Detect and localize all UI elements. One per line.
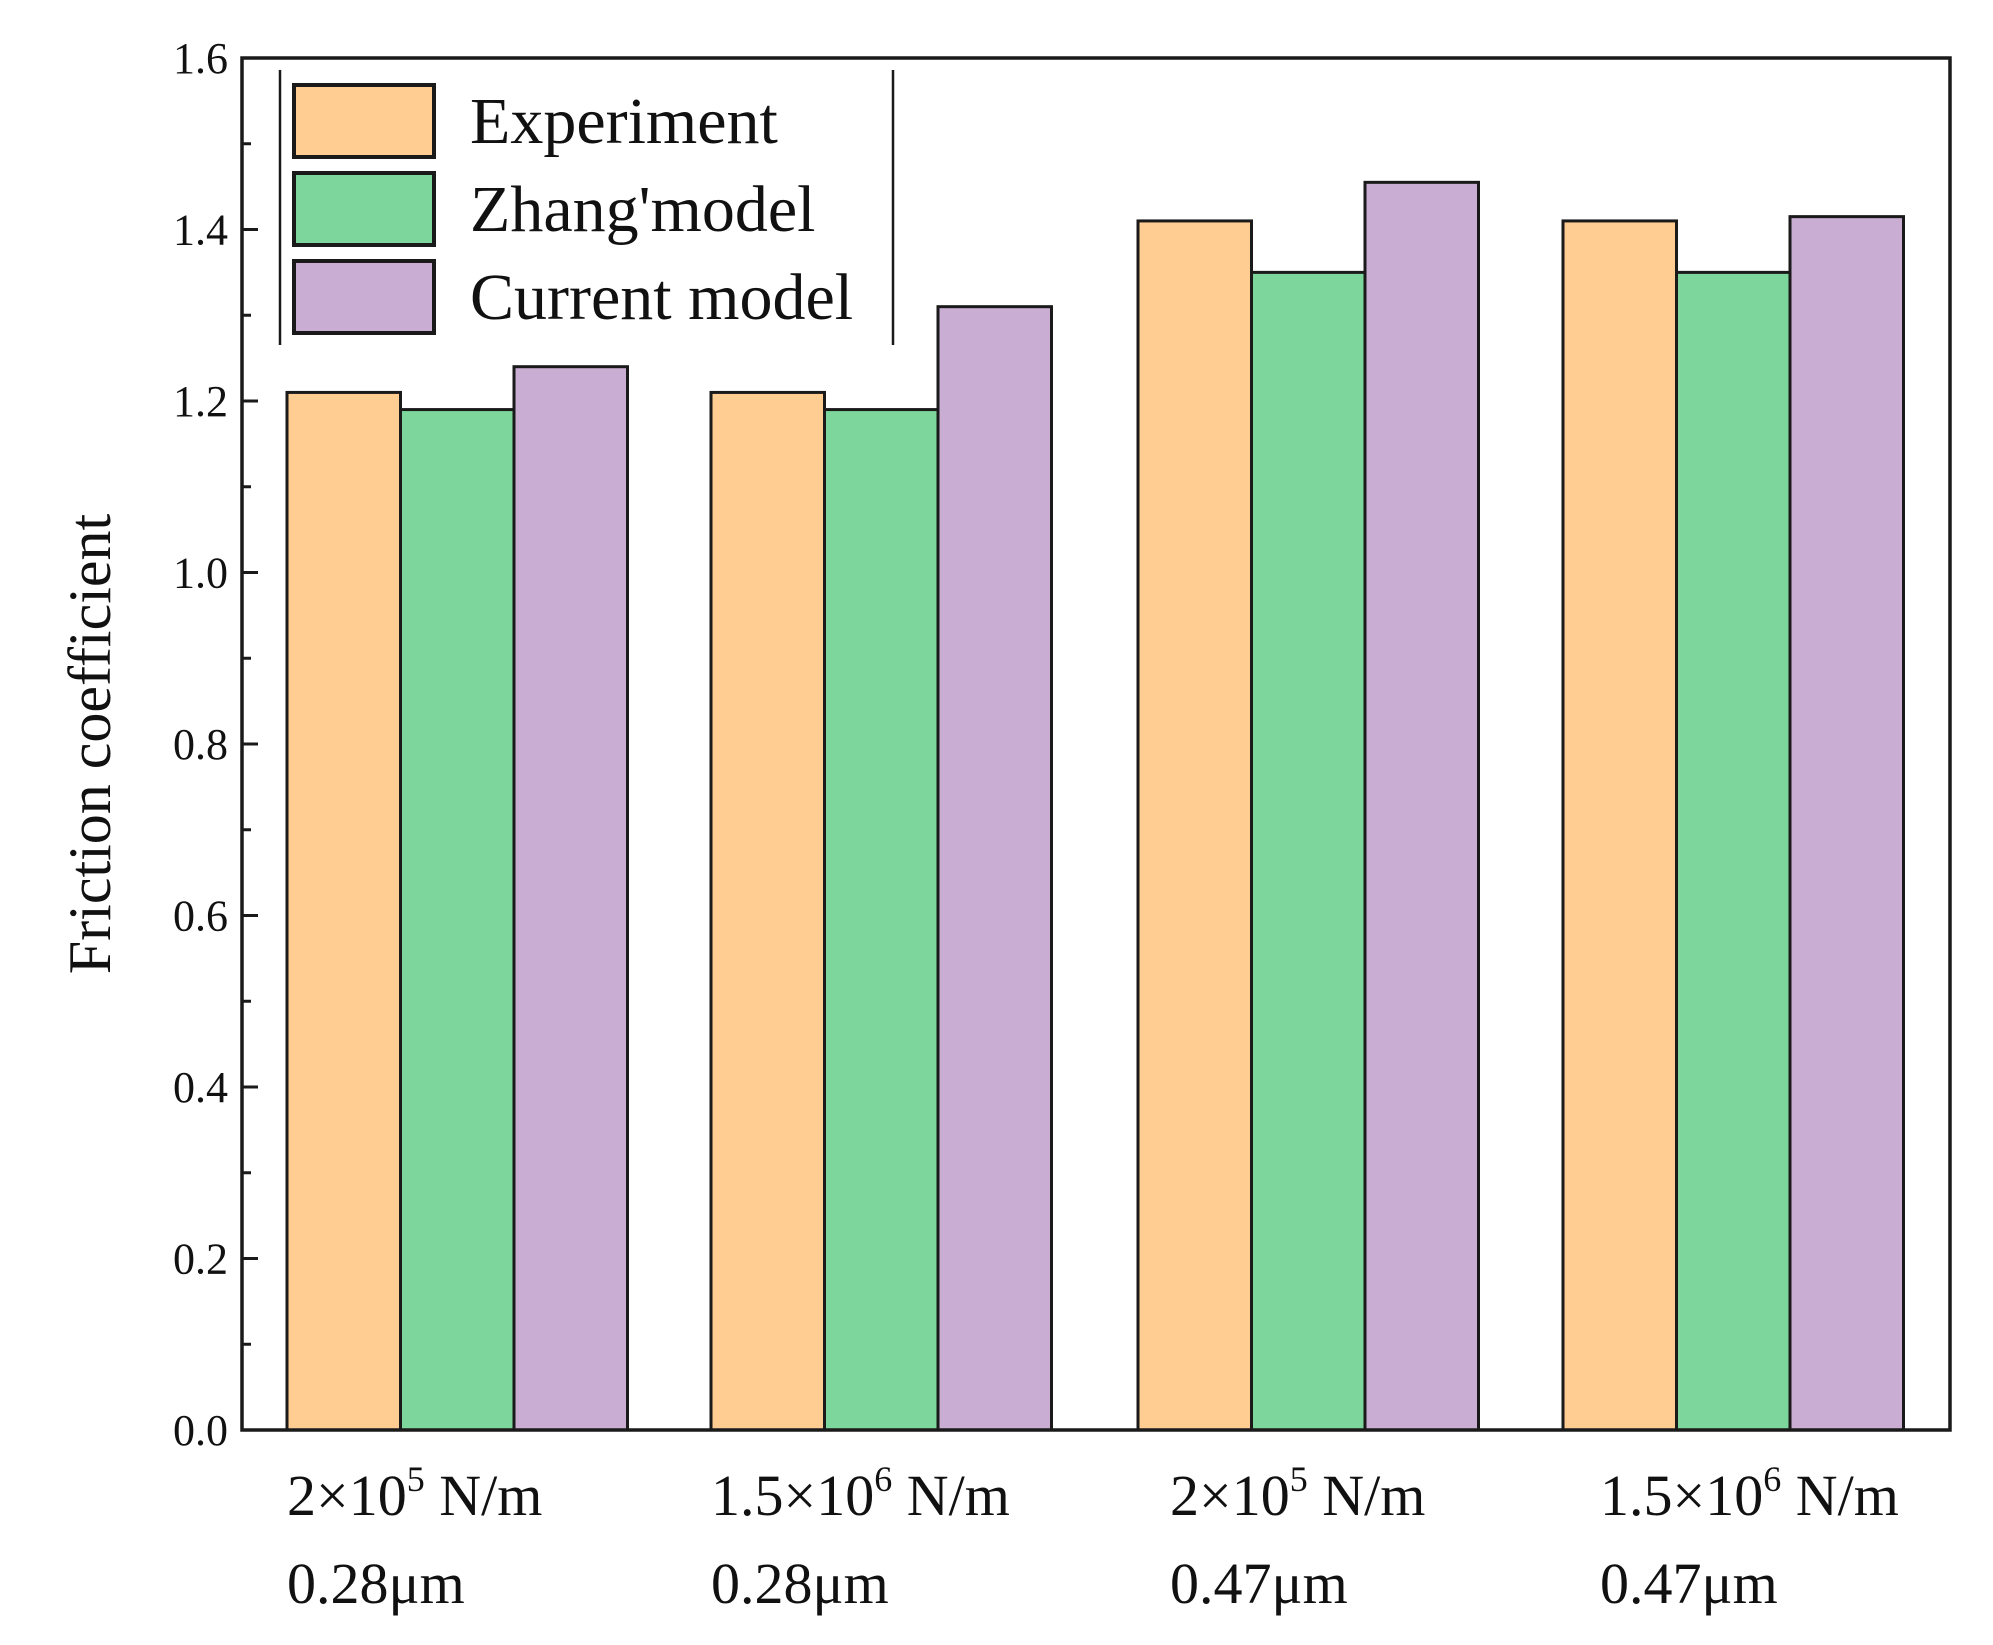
y-tick-label: 1.2 [173,377,228,426]
category-label-line2: 0.47μm [1600,1551,1778,1616]
labels: 0.0 0.2 0.4 0.6 0.8 1.0 1.2 1.4 1.6 Friction coef… [57,34,1899,1616]
category-exponent: 6 [874,1459,892,1499]
legend-label-0: Experiment [470,85,778,158]
category-unit: N/m [1781,1463,1899,1528]
legend-swatch-2 [292,259,436,335]
category-exponent: 5 [1290,1459,1308,1499]
y-tick-label: 1.4 [173,206,228,255]
bar-current-model-3 [1788,215,1905,1432]
category-label-line1: 1.5×106 N/m [711,1459,1010,1528]
category-base: 1.5×10 [711,1463,874,1528]
y-tick-label: 0.6 [173,892,228,941]
bar-current-model-0 [512,365,629,1432]
y-tick-label: 0.8 [173,720,228,769]
bar-current-model-1 [936,305,1053,1432]
category-unit: N/m [1308,1463,1426,1528]
y-tick-label: 0.0 [173,1406,228,1455]
category-base: 2×10 [287,1463,407,1528]
bar-experiment-2 [1136,219,1253,1432]
bar-zhang-model-3 [1675,270,1792,1432]
y-tick-label: 0.4 [173,1063,228,1112]
y-tick-label: 1.6 [173,34,228,83]
bar-experiment-1 [709,390,826,1432]
bar-zhang-model-0 [399,408,516,1432]
axes [240,56,1952,1432]
legend-label-2: Current model [470,261,853,334]
category-base: 1.5×10 [1600,1463,1763,1528]
legend-label-1: Zhang'model [470,173,815,246]
category-exponent: 6 [1763,1459,1781,1499]
y-tick-label: 1.0 [173,549,228,598]
category-exponent: 5 [407,1459,425,1499]
bar-experiment-0 [285,390,402,1432]
category-label-line2: 0.47μm [1170,1551,1348,1616]
legend-swatch-1 [292,171,436,247]
legend-swatch-0 [292,83,436,159]
category-label-line1: 2×105 N/m [287,1459,542,1528]
legend: Experiment Zhang'model Current model [278,70,895,345]
category-label-line1: 2×105 N/m [1170,1459,1425,1528]
category-unit: N/m [892,1463,1010,1528]
bar-zhang-model-2 [1250,270,1367,1432]
category-label-line2: 0.28μm [711,1551,889,1616]
bar-current-model-2 [1363,180,1480,1432]
category-label-line2: 0.28μm [287,1551,465,1616]
bar-experiment-3 [1561,219,1678,1432]
category-base: 2×10 [1170,1463,1290,1528]
category-label-line1: 1.5×106 N/m [1600,1459,1899,1528]
category-unit: N/m [425,1463,543,1528]
y-axis-title: Friction coefficient [57,513,123,974]
y-tick-label: 0.2 [173,1235,228,1284]
bar-zhang-model-1 [823,408,940,1432]
bars-layer [285,180,1905,1432]
